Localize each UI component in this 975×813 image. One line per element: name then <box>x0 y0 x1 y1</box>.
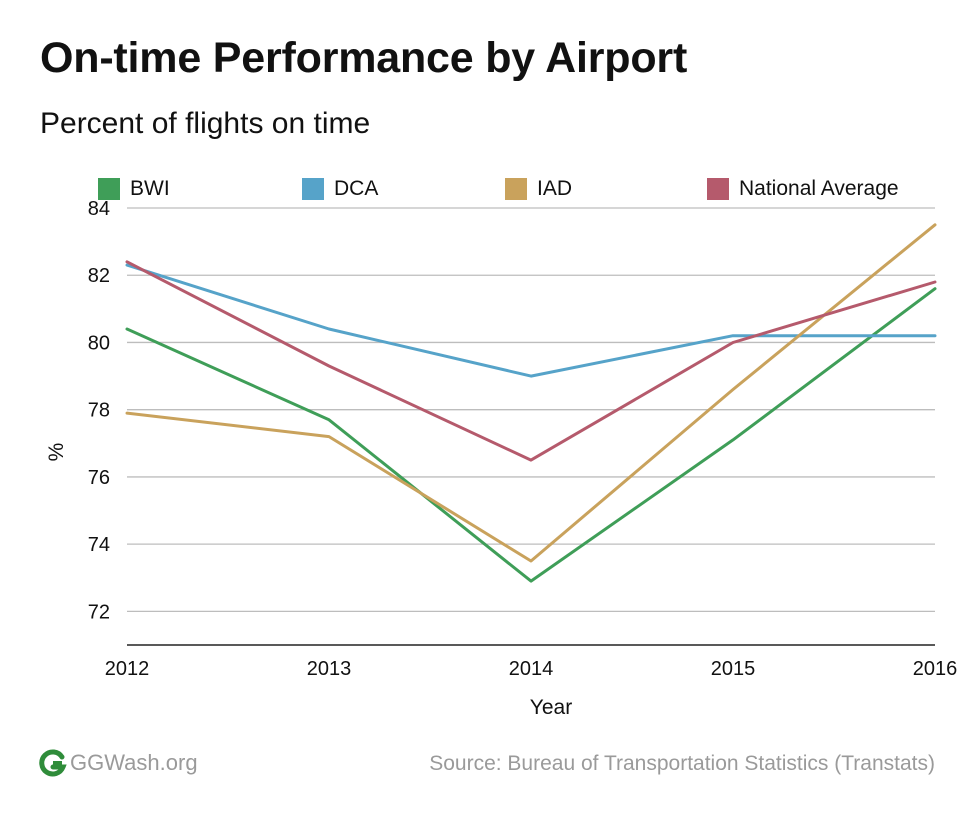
y-tick-label-82: 82 <box>88 265 110 287</box>
legend-label-dca: DCA <box>334 177 379 200</box>
chart-title: On-time Performance by Airport <box>40 34 688 82</box>
x-axis-title: Year <box>530 696 572 719</box>
y-axis-title: % <box>45 443 68 462</box>
series-line-dca <box>125 263 937 378</box>
series-line-national-average <box>125 260 937 462</box>
series-line-bwi <box>125 287 937 583</box>
legend-item-dca: DCA <box>302 176 378 202</box>
y-tick-label-72: 72 <box>88 601 110 623</box>
y-tick-label-74: 74 <box>88 534 110 556</box>
x-tick-label-2014: 2014 <box>509 658 554 680</box>
legend-item-bwi: BWI <box>98 176 170 202</box>
x-tick-label-2015: 2015 <box>711 658 756 680</box>
legend-item-national-average: National Average <box>707 176 899 202</box>
y-tick-label-80: 80 <box>88 332 110 354</box>
y-tick-label-78: 78 <box>88 400 110 422</box>
legend-label-bwi: BWI <box>130 177 170 200</box>
legend-label-national-average: National Average <box>739 177 899 200</box>
x-tick-label-2016: 2016 <box>913 658 958 680</box>
y-tick-label-84: 84 <box>88 198 110 220</box>
ggwash-logo-icon <box>39 749 67 777</box>
ggwash-logo: GGWash.org <box>38 748 198 778</box>
chart-subtitle: Percent of flights on time <box>40 107 371 140</box>
legend-label-iad: IAD <box>537 177 573 200</box>
x-tick-label-2013: 2013 <box>307 658 352 680</box>
legend-swatch-iad <box>505 178 527 200</box>
legend-swatch-bwi <box>98 178 120 200</box>
source-note: Source: Bureau of Transportation Statist… <box>429 752 935 775</box>
legend-item-iad: IAD <box>505 176 572 202</box>
ggwash-site-label: GGWash.org <box>70 750 198 775</box>
y-tick-label-76: 76 <box>88 467 110 489</box>
x-tick-label-2012: 2012 <box>105 658 150 680</box>
legend-swatch-dca <box>302 178 324 200</box>
legend-swatch-national-average <box>707 178 729 200</box>
series-line-iad <box>125 223 937 563</box>
